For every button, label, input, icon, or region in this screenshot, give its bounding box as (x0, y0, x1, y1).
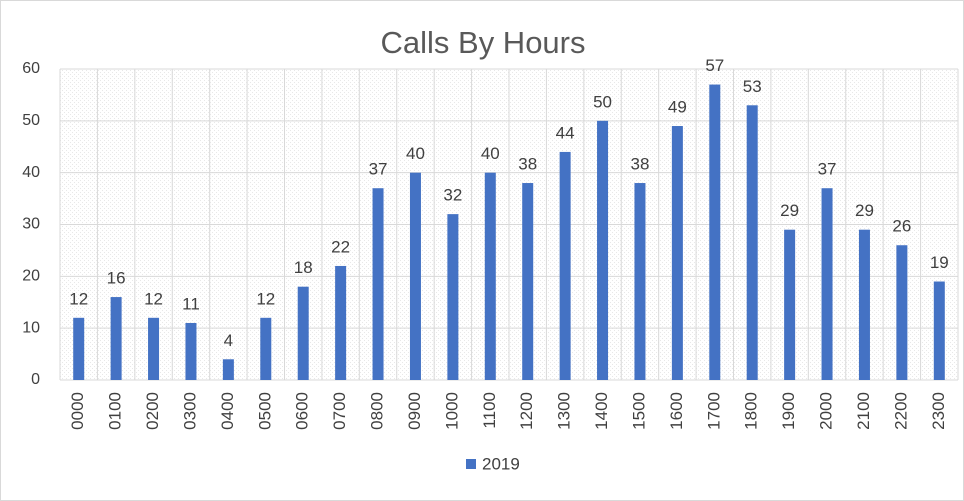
x-tick-label: 0800 (368, 392, 387, 430)
x-tick-label: 0900 (405, 392, 424, 430)
x-tick-label: 2000 (817, 392, 836, 430)
data-label: 11 (182, 294, 200, 313)
bar (597, 120, 609, 380)
legend-swatch (466, 459, 476, 469)
data-label: 29 (855, 201, 874, 220)
data-label: 37 (818, 160, 837, 179)
y-tick-label: 40 (22, 164, 40, 181)
data-label: 37 (369, 160, 388, 179)
x-tick-label: 1900 (779, 392, 798, 430)
data-label: 49 (668, 98, 687, 117)
bar (746, 105, 758, 381)
y-tick-label: 0 (31, 371, 40, 388)
data-label: 12 (256, 289, 275, 308)
data-label: 4 (224, 331, 233, 350)
bar (933, 281, 945, 380)
x-tick-label: 1800 (742, 392, 761, 430)
y-tick-label: 30 (22, 216, 40, 233)
data-label: 19 (930, 253, 949, 272)
bar (409, 172, 421, 380)
data-label: 38 (518, 155, 537, 174)
data-label: 57 (705, 56, 724, 75)
bar (821, 188, 833, 380)
data-label: 40 (481, 144, 500, 163)
bar (148, 317, 160, 380)
x-tick-label: 0000 (68, 392, 87, 430)
y-tick-label: 60 (22, 60, 40, 77)
bar (335, 265, 347, 380)
chart-title: Calls By Hours (381, 25, 586, 60)
bar (297, 286, 309, 380)
data-label: 50 (593, 92, 612, 111)
x-tick-label: 0200 (143, 392, 162, 430)
x-tick-label: 0100 (106, 392, 125, 430)
x-tick-label: 2300 (929, 392, 948, 430)
data-label: 44 (556, 123, 575, 142)
x-tick-label: 1200 (517, 392, 536, 430)
y-tick-label: 10 (22, 319, 40, 336)
y-tick-label: 20 (22, 268, 40, 285)
x-tick-label: 1700 (704, 392, 723, 430)
x-tick-label: 1000 (442, 392, 461, 430)
data-label: 40 (406, 144, 425, 163)
data-label: 38 (630, 155, 649, 174)
x-tick-label: 0600 (293, 392, 312, 430)
x-tick-label: 0400 (218, 392, 237, 430)
bar (896, 245, 908, 380)
data-label: 53 (743, 77, 762, 96)
x-tick-label: 0300 (180, 392, 199, 430)
bar (709, 84, 721, 381)
x-tick-label: 2200 (891, 392, 910, 430)
data-label: 12 (69, 289, 88, 308)
data-label: 29 (780, 201, 799, 220)
x-tick-label: 1300 (555, 392, 574, 430)
bar (447, 214, 459, 380)
bar (858, 229, 870, 380)
bar (784, 229, 796, 380)
bar (671, 126, 683, 381)
bar (222, 359, 234, 380)
data-label: 12 (144, 289, 163, 308)
x-tick-label: 2100 (854, 392, 873, 430)
data-label: 18 (294, 258, 313, 277)
data-label: 16 (107, 269, 126, 288)
x-tick-label: 1600 (667, 392, 686, 430)
x-tick-label: 1500 (629, 392, 648, 430)
bar (634, 183, 646, 380)
data-label: 22 (331, 237, 350, 256)
data-label: 26 (892, 217, 911, 236)
bar (372, 188, 384, 380)
x-tick-label: 0500 (255, 392, 274, 430)
legend-label: 2019 (482, 454, 520, 473)
bar (260, 317, 272, 380)
bar (110, 297, 122, 380)
bar (559, 151, 571, 380)
y-tick-label: 50 (22, 112, 40, 129)
bar (185, 322, 197, 380)
data-label: 32 (443, 186, 462, 205)
bar (73, 317, 85, 380)
x-tick-label: 1100 (480, 392, 499, 429)
x-tick-label: 0700 (330, 392, 349, 430)
bar (522, 183, 534, 380)
bar (484, 172, 496, 380)
x-tick-label: 1400 (592, 392, 611, 430)
